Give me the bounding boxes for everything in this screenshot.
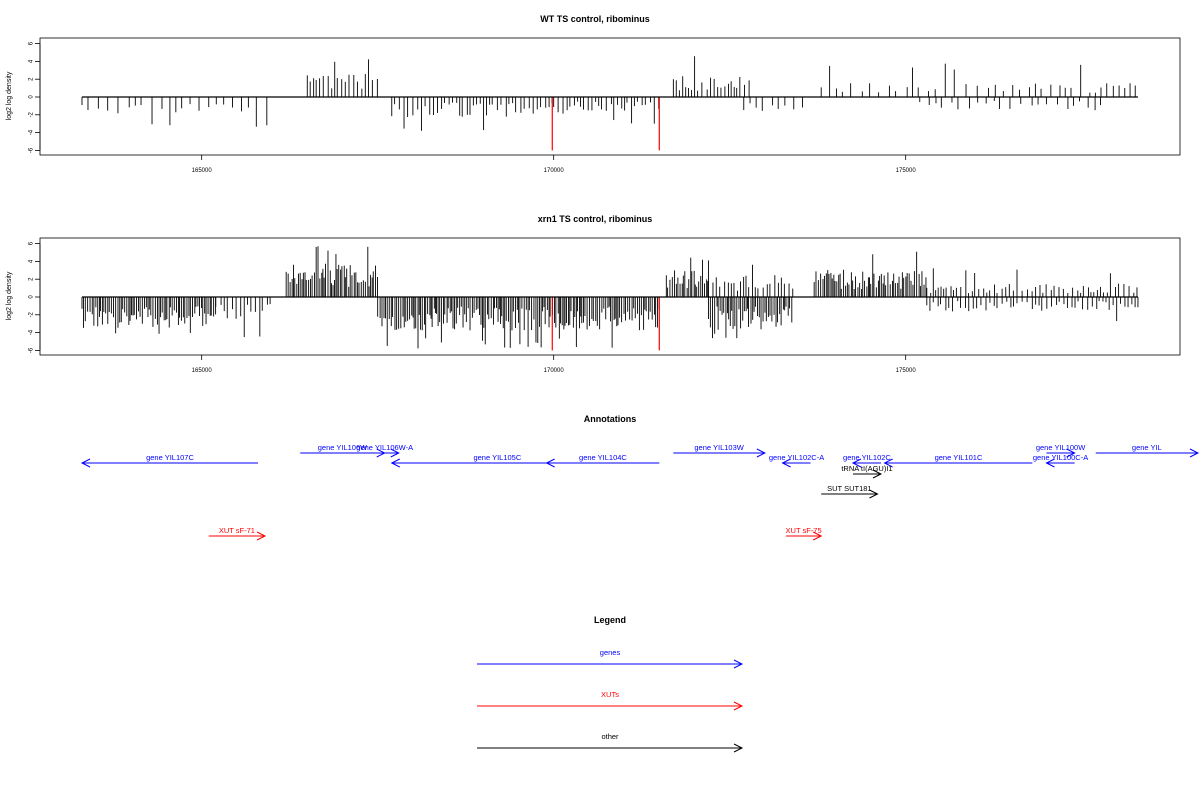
y-tick-label: 4 <box>29 259 35 263</box>
wt-coverage-panel: WT TS control, ribominus log2 log densit… <box>6 14 1181 174</box>
annotation-feature: gene YIL105C <box>390 453 603 468</box>
xrn1-coverage-panel: xrn1 TS control, ribominus log2 log dens… <box>6 214 1181 374</box>
feature-label: gene YIL103W <box>694 443 744 452</box>
x-tick-label: 175000 <box>896 168 917 174</box>
annotation-feature: gene YIL100C-A <box>1033 453 1088 468</box>
arrow-left-icon <box>390 458 400 468</box>
feature-label: SUT SUT181 <box>827 484 871 493</box>
y-tick-label: -4 <box>29 329 35 335</box>
feature-label: gene YIL106W <box>318 443 368 452</box>
arrow-right-icon <box>872 469 883 479</box>
annotation-feature: gene YIL103W <box>673 443 766 458</box>
annotation-feature: gene YIL104C <box>545 453 660 468</box>
y-tick-label: 0 <box>29 95 35 99</box>
arrow-left-icon <box>80 458 91 468</box>
arrow-left-icon <box>1045 458 1055 468</box>
feature-label: tRNA tI(AGU)I1 <box>841 464 892 473</box>
feature-label: XUT sF-71 <box>219 526 255 535</box>
annotation-feature: XUT sF-71 <box>208 526 267 541</box>
xrn1-x-axis: 165000 170000 175000 <box>192 355 917 374</box>
x-tick-label: 170000 <box>544 168 565 174</box>
annotation-feature: gene YIL106W-A <box>356 443 413 458</box>
legend-label: XUTs <box>601 690 619 699</box>
wt-panel-title: WT TS control, ribominus <box>540 14 650 24</box>
arrow-left-icon <box>781 458 791 468</box>
arrow-right-icon <box>733 659 744 669</box>
wt-highlight-bars <box>551 97 660 151</box>
x-tick-label: 165000 <box>192 368 213 374</box>
xrn1-highlight-bars <box>551 297 660 351</box>
feature-label: gene YIL107C <box>146 453 194 462</box>
wt-y-axis: 6 4 2 0 -2 -4 -6 <box>29 41 41 153</box>
xrn1-panel-title: xrn1 TS control, ribominus <box>538 214 653 224</box>
feature-label: gene YIL100C-A <box>1033 453 1088 462</box>
y-tick-label: -4 <box>29 129 35 135</box>
arrow-right-icon <box>390 448 400 458</box>
annotation-feature: gene YIL <box>1095 443 1200 458</box>
annotation-feature: tRNA tI(AGU)I1 <box>841 464 893 479</box>
xrn1-coverage-bars <box>81 246 1139 349</box>
arrow-left-icon <box>883 458 893 468</box>
feature-label: XUT sF-75 <box>786 526 822 535</box>
annotation-feature: gene YIL101C <box>883 453 1033 468</box>
y-tick-label: -2 <box>29 111 35 117</box>
feature-label: gene YIL102C-A <box>769 453 824 462</box>
legend-item: XUTs <box>477 690 744 711</box>
arrow-left-icon <box>851 458 862 468</box>
feature-label: gene YIL101C <box>935 453 983 462</box>
legend-label: genes <box>600 648 621 657</box>
y-tick-label: 0 <box>29 295 35 299</box>
legend-items: genes XUTs other <box>477 648 744 753</box>
legend-item: other <box>477 732 744 753</box>
xrn1-y-axis: 6 4 2 0 -2 -4 -6 <box>29 241 41 353</box>
wt-y-axis-label: log2 log density <box>6 71 13 120</box>
legend: Legend genes XUTs other <box>477 615 744 753</box>
y-tick-label: 4 <box>29 59 35 63</box>
annotations-title: Annotations <box>584 414 637 424</box>
arrow-right-icon <box>1066 448 1076 458</box>
y-tick-label: -6 <box>29 147 35 153</box>
legend-title: Legend <box>594 615 626 625</box>
x-tick-label: 175000 <box>896 368 917 374</box>
feature-label: gene YIL100W <box>1036 443 1086 452</box>
y-tick-label: -2 <box>29 311 35 317</box>
legend-label: other <box>601 732 619 741</box>
annotation-feature: SUT SUT181 <box>821 484 879 499</box>
y-tick-label: 6 <box>29 241 35 245</box>
x-tick-label: 165000 <box>192 168 213 174</box>
xrn1-y-axis-label: log2 log density <box>6 271 13 320</box>
feature-label: gene YIL <box>1132 443 1162 452</box>
legend-item: genes <box>477 648 744 669</box>
y-tick-label: 6 <box>29 41 35 45</box>
y-tick-label: 2 <box>29 77 35 81</box>
arrow-right-icon <box>869 489 879 499</box>
annotation-feature: gene YIL107C <box>80 453 258 468</box>
arrow-right-icon <box>733 743 744 753</box>
wt-coverage-bars <box>81 56 1136 131</box>
arrow-right-icon <box>733 701 744 711</box>
annotation-feature: gene YIL100W <box>1036 443 1086 458</box>
wt-x-axis: 165000 170000 175000 <box>192 155 917 174</box>
y-tick-label: -6 <box>29 347 35 353</box>
feature-label: gene YIL106W-A <box>356 443 413 452</box>
feature-label: gene YIL102C <box>843 453 891 462</box>
arrow-right-icon <box>812 531 823 541</box>
feature-label: gene YIL105C <box>473 453 521 462</box>
annotation-feature: gene YIL102C <box>843 453 891 468</box>
annotation-feature: XUT sF-75 <box>786 526 823 541</box>
arrow-right-icon <box>1189 448 1200 458</box>
feature-label: gene YIL104C <box>579 453 627 462</box>
y-tick-label: 2 <box>29 277 35 281</box>
annotation-feature: gene YIL102C-A <box>769 453 824 468</box>
arrow-right-icon <box>256 531 267 541</box>
arrow-right-icon <box>756 448 766 458</box>
arrow-left-icon <box>545 458 555 468</box>
x-tick-label: 170000 <box>544 368 565 374</box>
